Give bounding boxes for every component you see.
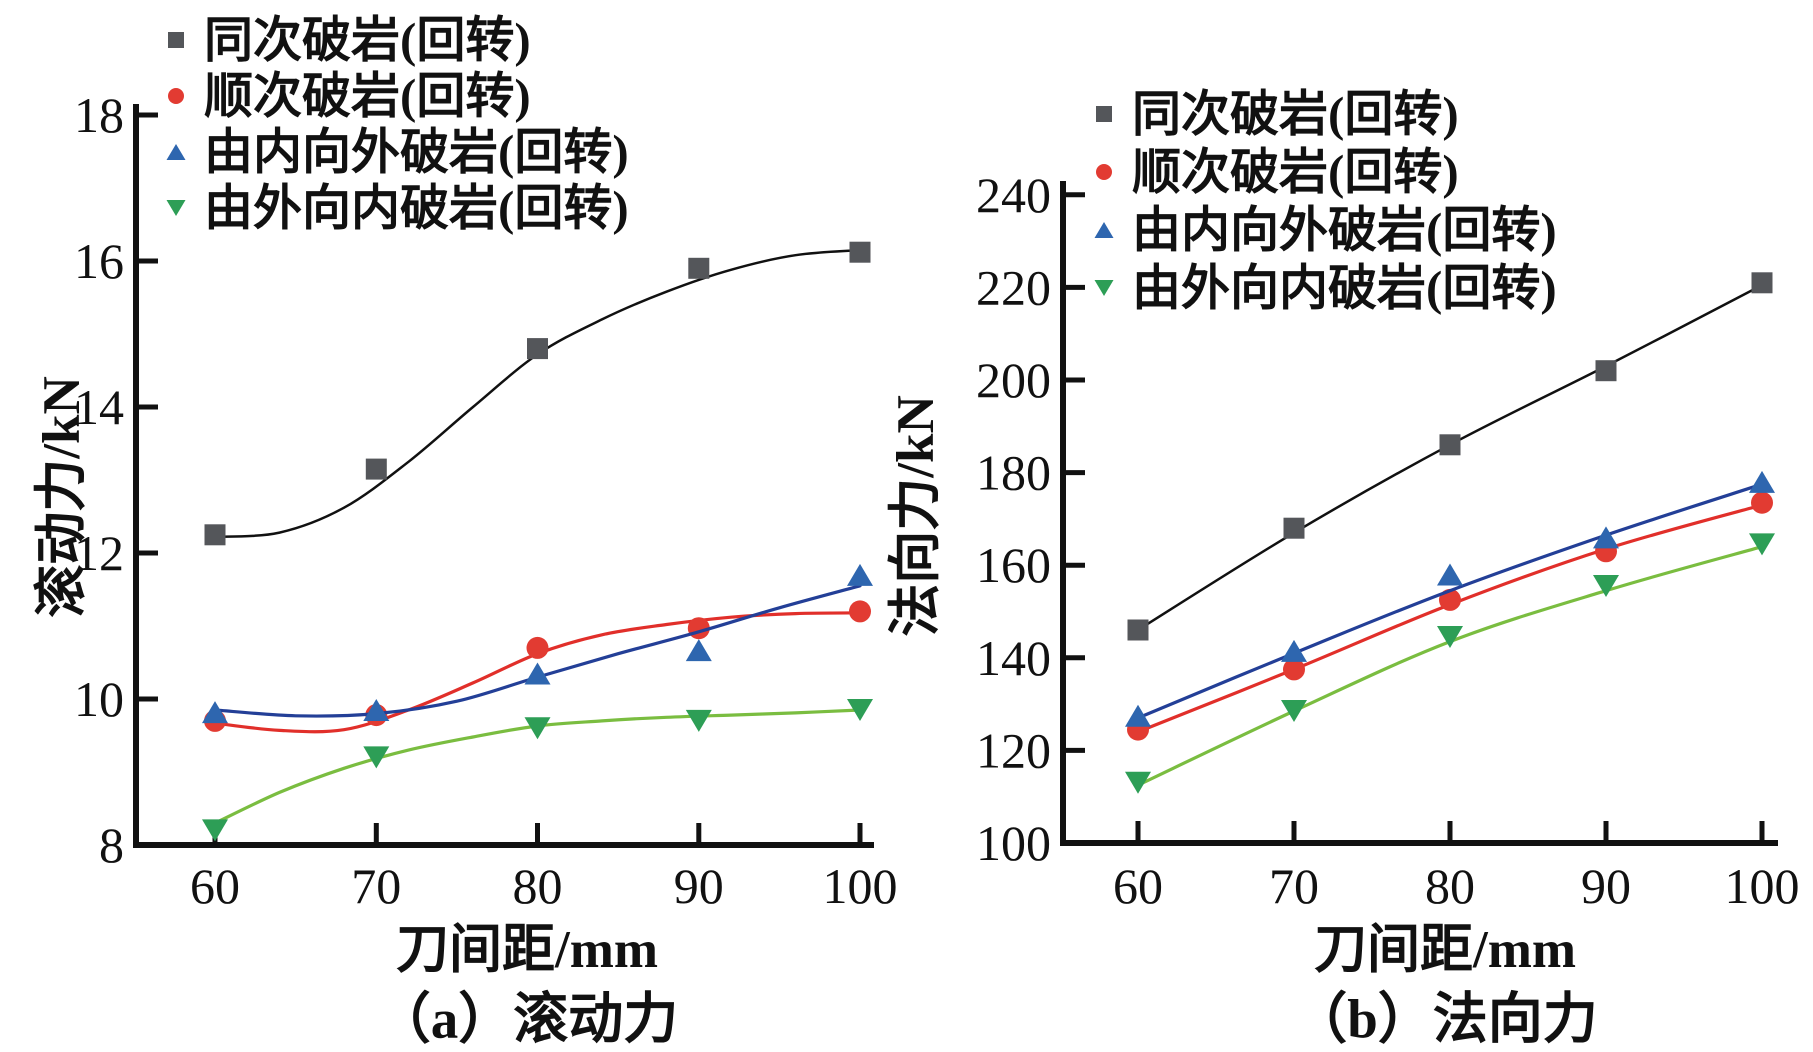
series-b-0 xyxy=(1127,272,1773,641)
legend-marker-triangle-up xyxy=(1094,222,1114,238)
x-tick-label: 80 xyxy=(1425,858,1475,914)
series-line xyxy=(1136,482,1764,720)
y-tick-label: 240 xyxy=(976,167,1051,223)
x-tick-label: 100 xyxy=(823,858,898,914)
legend-label: 顺次破岩(回转) xyxy=(204,69,531,124)
data-marker-triangle-up xyxy=(524,662,551,685)
legend-marker-square xyxy=(1096,106,1112,122)
legend-label: 由外向内破岩(回转) xyxy=(1132,261,1557,316)
data-marker-square xyxy=(527,338,548,360)
series-line xyxy=(1136,503,1764,734)
data-marker-circle xyxy=(526,636,549,659)
data-marker-circle xyxy=(1751,491,1773,514)
legend-label: 同次破岩(回转) xyxy=(1132,87,1459,142)
data-marker-circle xyxy=(1283,658,1305,681)
x-tick-label: 100 xyxy=(1725,858,1800,914)
chart-caption: （a）滚动力 xyxy=(376,989,679,1050)
data-marker-square xyxy=(1595,360,1617,382)
legend-label: 顺次破岩(回转) xyxy=(1132,145,1459,200)
y-tick-label: 10 xyxy=(74,671,124,727)
data-marker-triangle-up xyxy=(1749,470,1775,493)
series-line xyxy=(213,248,862,539)
legend-marker-circle xyxy=(168,88,184,104)
data-marker-triangle-up xyxy=(1125,704,1151,727)
x-tick-label: 70 xyxy=(351,858,401,914)
y-tick-label: 100 xyxy=(976,815,1051,871)
x-tick-label: 90 xyxy=(674,858,724,914)
series-b-2 xyxy=(1125,470,1775,727)
data-marker-triangle-down xyxy=(1437,626,1463,648)
y-tick-label: 16 xyxy=(74,233,124,289)
data-marker-triangle-down xyxy=(524,717,551,740)
data-marker-triangle-down xyxy=(847,699,873,721)
data-marker-triangle-up xyxy=(202,701,228,724)
y-axis-title: 法向力/kN xyxy=(886,395,945,636)
data-marker-square xyxy=(849,241,871,263)
data-marker-triangle-down xyxy=(1593,575,1619,597)
data-marker-square xyxy=(688,257,710,279)
data-marker-triangle-up xyxy=(1281,639,1307,662)
legend-b: 同次破岩(回转)顺次破岩(回转)由内向外破岩(回转)由外向内破岩(回转) xyxy=(1094,87,1557,316)
data-marker-triangle-down xyxy=(685,709,712,732)
data-marker-circle xyxy=(849,600,871,623)
y-tick-label: 160 xyxy=(976,537,1051,593)
y-tick-label: 140 xyxy=(976,630,1051,686)
legend-label: 由内向外破岩(回转) xyxy=(204,125,629,180)
chart-a: 8 10 12 14 16 18 60 70 80 90 100 滚动力/kN 刀间距/mm （a）滚动力… xyxy=(32,13,898,1050)
series-a-2 xyxy=(202,563,873,724)
data-marker-square xyxy=(1127,619,1149,641)
y-tick-label: 14 xyxy=(74,379,124,435)
legend-a: 同次破岩(回转)顺次破岩(回转)由内向外破岩(回转)由外向内破岩(回转) xyxy=(166,13,629,236)
data-marker-triangle-up xyxy=(363,699,390,721)
series-b-1 xyxy=(1127,491,1773,741)
x-tick-label: 90 xyxy=(1581,858,1631,914)
data-marker-triangle-down xyxy=(363,746,390,769)
legend-label: 同次破岩(回转) xyxy=(204,13,531,68)
legend-marker-triangle-down xyxy=(1094,280,1114,296)
data-marker-triangle-up xyxy=(1437,563,1463,586)
y-tick-label: 12 xyxy=(74,525,124,581)
y-tick-label: 220 xyxy=(976,259,1051,315)
y-axis-title: 滚动力/kN xyxy=(32,376,91,617)
legend-label: 由内向外破岩(回转) xyxy=(1132,203,1557,258)
x-tick-label: 70 xyxy=(1269,858,1319,914)
y-tick-label: 180 xyxy=(976,445,1051,501)
data-marker-triangle-up xyxy=(847,563,873,586)
data-marker-triangle-up xyxy=(685,639,712,662)
data-marker-square xyxy=(1439,434,1461,456)
legend-marker-triangle-up xyxy=(166,144,186,160)
chart-b: 100 120 140 160 180 200 220 240 60 70 80 90 100 法向力/k… xyxy=(886,87,1800,1050)
y-tick-label: 120 xyxy=(976,722,1051,778)
series-a-0 xyxy=(204,241,871,546)
x-axis-title: 刀间距/mm xyxy=(396,921,658,979)
data-marker-square xyxy=(365,458,387,480)
data-marker-triangle-up xyxy=(1593,526,1619,549)
data-marker-square xyxy=(1751,272,1773,294)
data-marker-triangle-down xyxy=(1749,533,1775,556)
y-tick-label: 200 xyxy=(976,352,1051,408)
chart-caption: （b）法向力 xyxy=(1292,989,1598,1050)
legend-marker-square xyxy=(168,32,184,48)
y-tick-label: 18 xyxy=(74,87,124,143)
legend-marker-triangle-down xyxy=(166,200,186,216)
legend-marker-circle xyxy=(1096,164,1112,180)
legend-label: 由外向内破岩(回转) xyxy=(204,181,629,236)
data-marker-triangle-down xyxy=(1281,700,1307,722)
data-marker-triangle-down xyxy=(1125,771,1151,794)
data-marker-triangle-down xyxy=(202,819,228,842)
x-tick-label: 60 xyxy=(1113,858,1163,914)
x-tick-label: 80 xyxy=(513,858,563,914)
series-a-3 xyxy=(202,699,873,842)
x-axis-title: 刀间距/mm xyxy=(1314,921,1576,979)
data-marker-square xyxy=(1283,517,1305,539)
y-tick-label: 8 xyxy=(99,817,124,873)
data-marker-square xyxy=(204,524,226,546)
series-b-3 xyxy=(1125,533,1775,794)
x-tick-label: 60 xyxy=(190,858,240,914)
